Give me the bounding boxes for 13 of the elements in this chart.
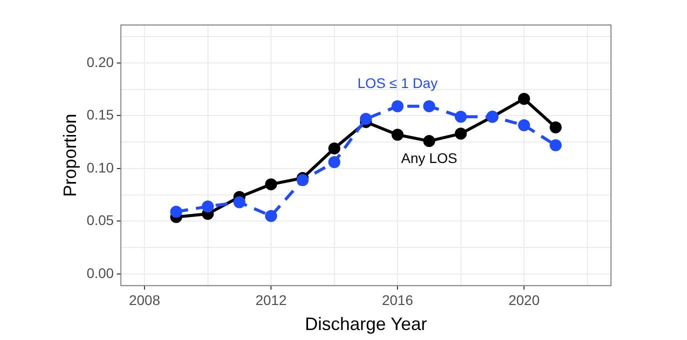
y-tick-label: 0.05 xyxy=(86,212,114,228)
x-tick-label: 2012 xyxy=(255,292,287,308)
y-tick-label: 0.20 xyxy=(86,54,114,70)
x-axis-title: Discharge Year xyxy=(304,314,427,334)
y-tick-label: 0.15 xyxy=(86,106,114,123)
x-tick-label: 2016 xyxy=(382,292,414,308)
series-label: Any LOS xyxy=(401,150,458,166)
x-tick-label: 2020 xyxy=(508,292,540,308)
x-tick-label: 2008 xyxy=(128,292,160,308)
series-label: LOS ≤ 1 Day xyxy=(358,75,438,92)
y-axis-title: Proportion xyxy=(60,114,80,197)
y-tick-label: 0.00 xyxy=(86,264,114,281)
y-tick-label: 0.10 xyxy=(86,159,114,176)
